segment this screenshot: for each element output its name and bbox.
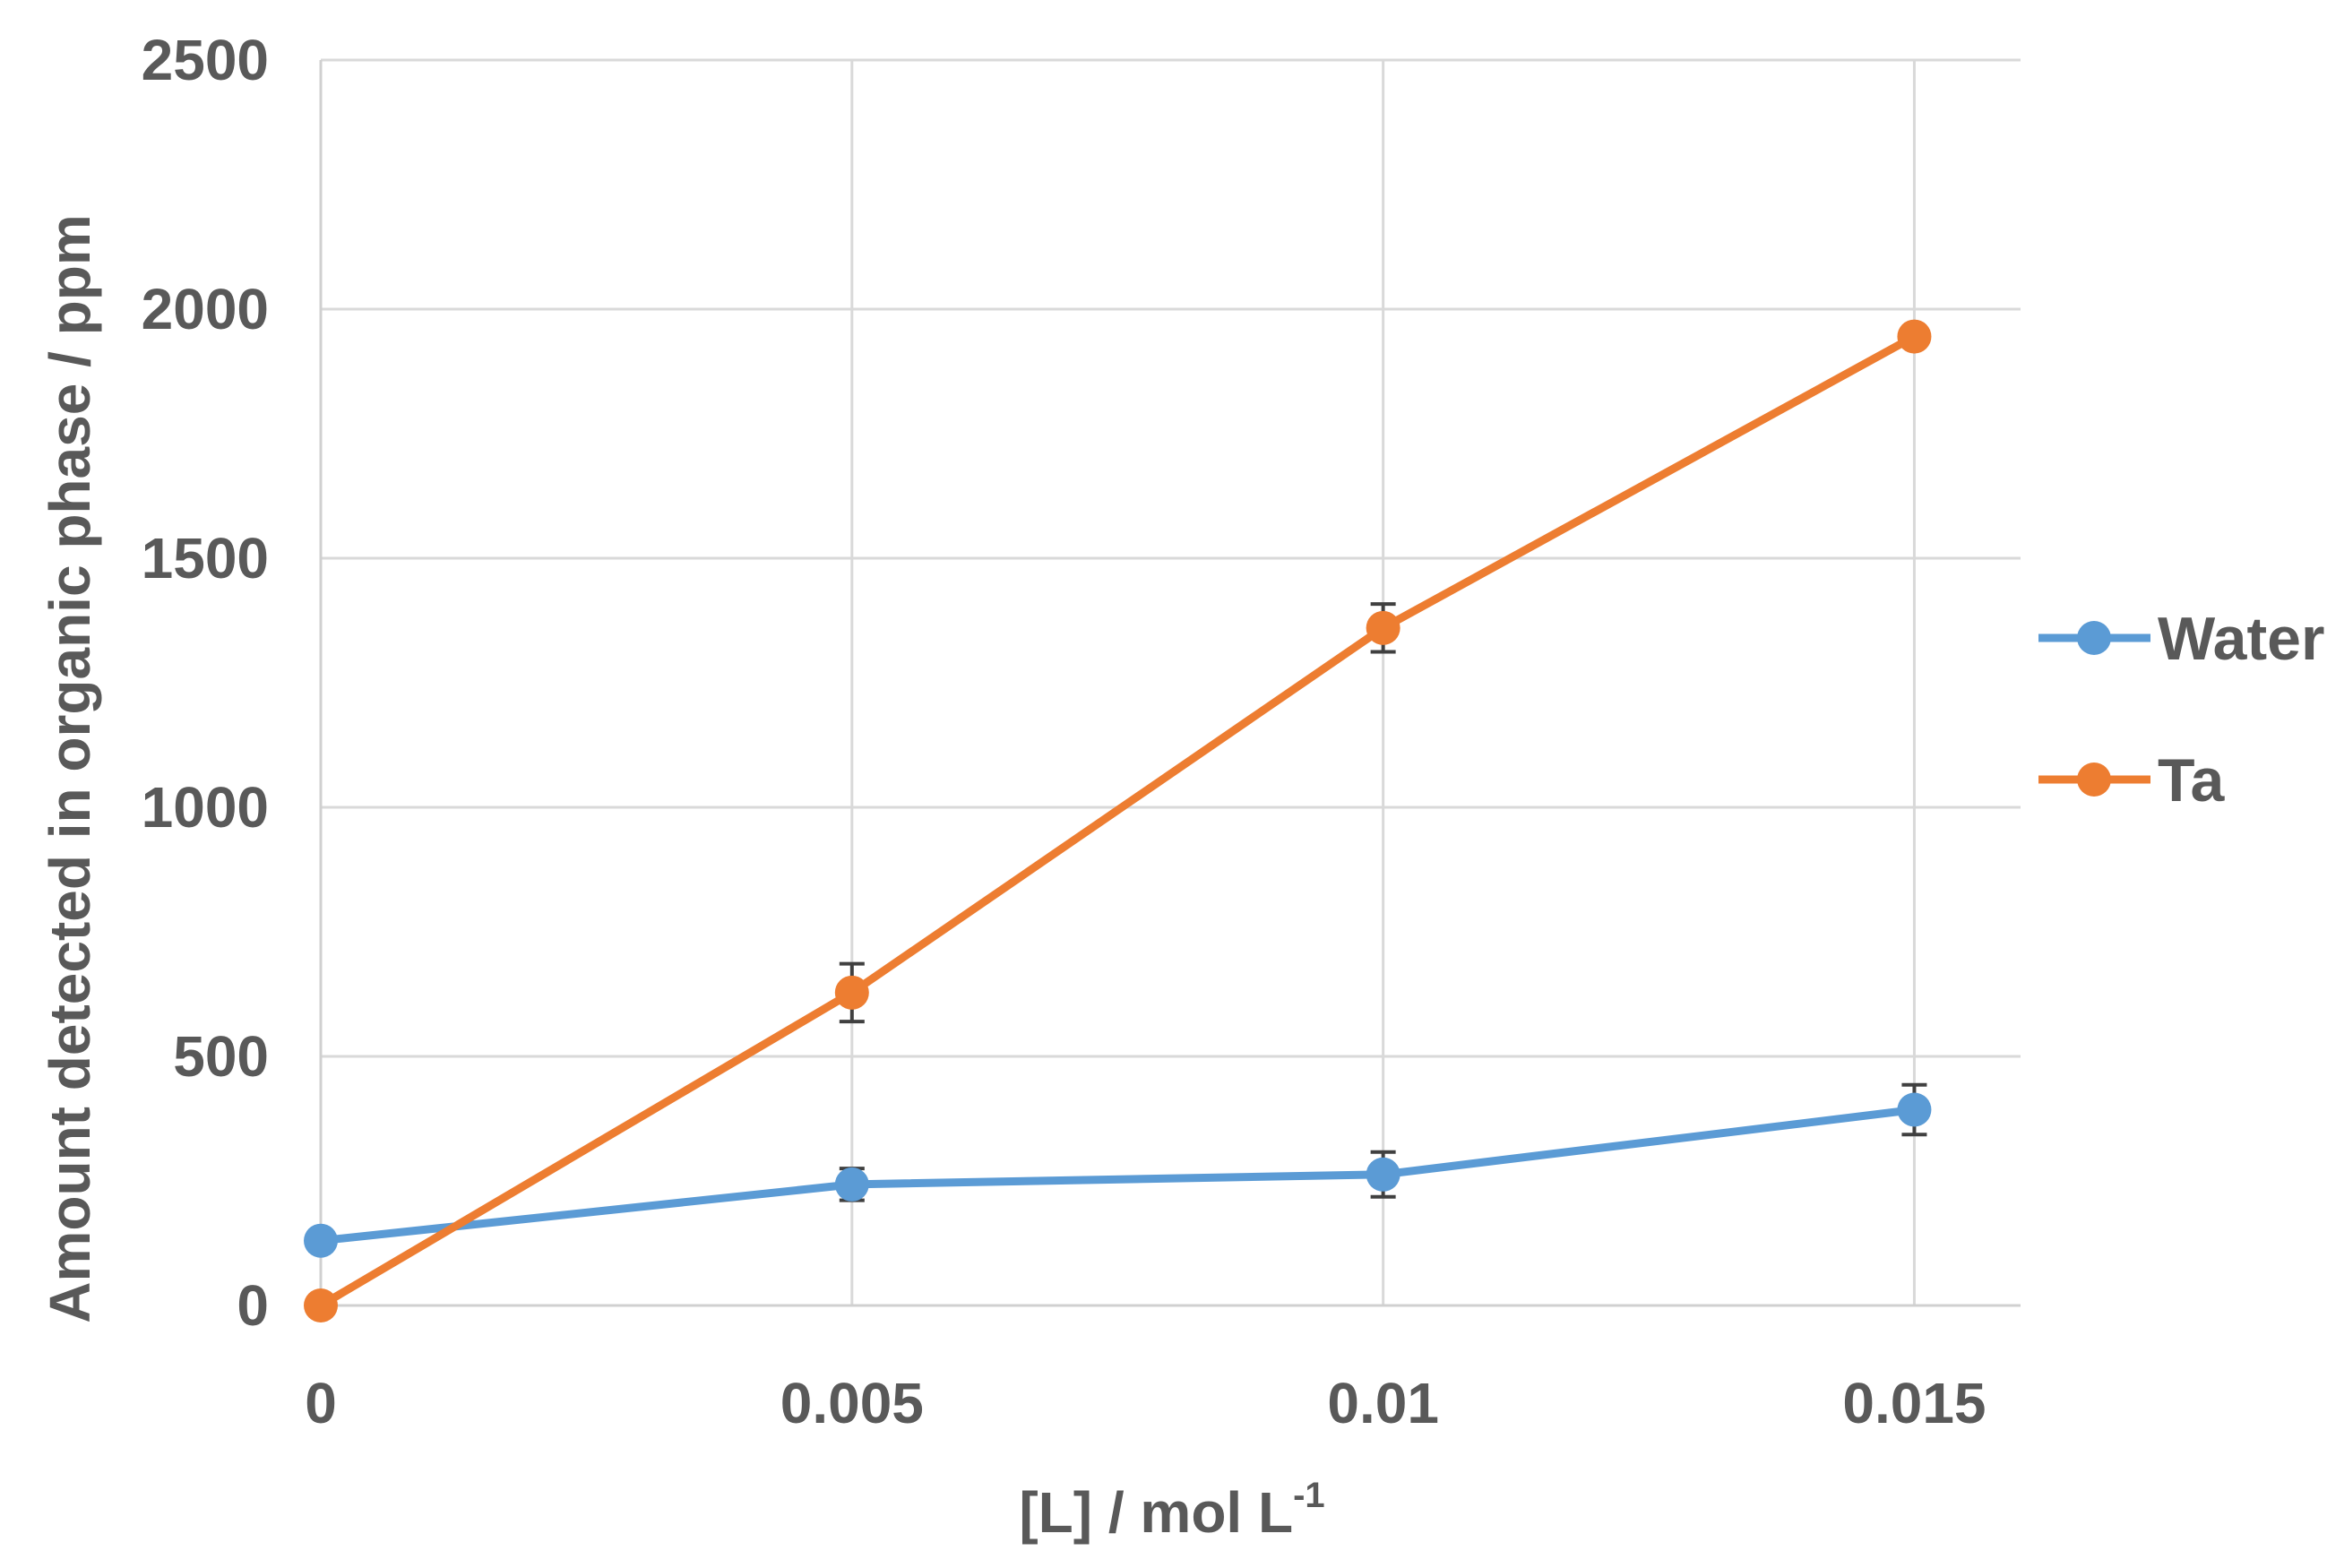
- y-tick-label: 0: [237, 1273, 269, 1338]
- legend-item-ta: Ta: [2038, 746, 2225, 814]
- series-ta: [304, 319, 1932, 1322]
- data-point-water: [304, 1223, 338, 1258]
- y-tick-label: 1000: [142, 775, 269, 840]
- legend-label-water: Water: [2158, 605, 2324, 673]
- data-point-water: [1366, 1157, 1401, 1192]
- gridlines: [321, 58, 2021, 1305]
- axes: [319, 60, 2021, 1307]
- series: [304, 319, 1932, 1322]
- legend-item-water: Water: [2038, 605, 2324, 673]
- legend-marker-water: [2077, 621, 2111, 655]
- y-tick-label: 500: [173, 1024, 269, 1089]
- data-point-ta: [304, 1288, 338, 1322]
- x-tick-label: 0.01: [1327, 1371, 1439, 1435]
- tick-labels: 0 500 1000 1500 2000 2500 0 0.005 0.01 0.015: [142, 28, 1987, 1435]
- x-axis-title-superscript: -1: [1293, 1476, 1325, 1515]
- legend: Water Ta: [2038, 605, 2324, 814]
- data-point-ta: [1366, 610, 1401, 645]
- data-point-ta: [1897, 319, 1932, 354]
- series-line-water: [320, 1106, 1915, 1245]
- legend-marker-ta: [2077, 762, 2111, 797]
- x-tick-label: 0: [305, 1371, 337, 1435]
- x-axis-title: [L] / mol L-1: [1019, 1476, 1324, 1545]
- data-point-ta: [834, 975, 869, 1010]
- y-tick-label: 1500: [142, 526, 269, 590]
- data-point-water: [834, 1167, 869, 1202]
- y-tick-label: 2500: [142, 28, 269, 92]
- legend-label-ta: Ta: [2158, 746, 2225, 814]
- series-water: [304, 1082, 1932, 1258]
- x-tick-label: 0.015: [1842, 1371, 1986, 1435]
- y-tick-label: 2000: [142, 277, 269, 341]
- x-axis-title-main: [L] / mol L: [1019, 1480, 1293, 1545]
- x-tick-label: 0.005: [780, 1371, 924, 1435]
- data-point-water: [1897, 1092, 1932, 1127]
- series-line-ta: [318, 332, 1917, 1309]
- y-axis-title: Amount detected in organic phase / ppm: [38, 214, 102, 1322]
